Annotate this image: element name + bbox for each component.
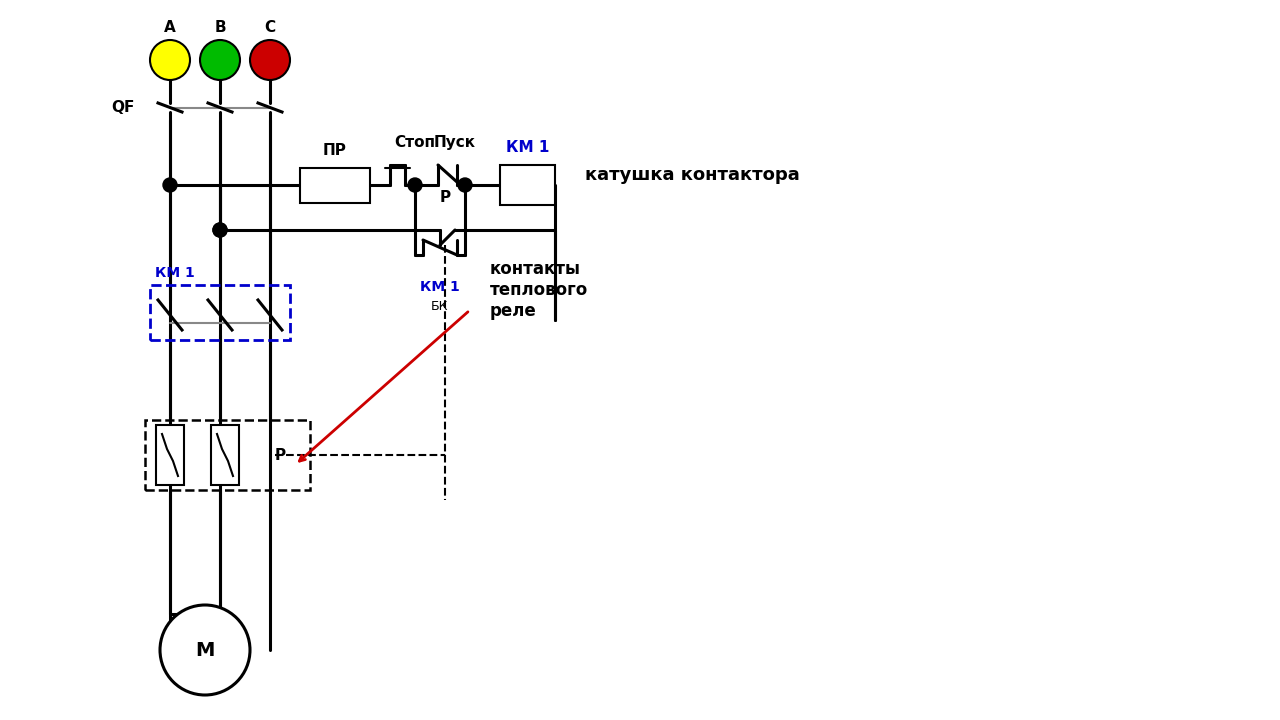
Text: Р: Р (275, 448, 287, 462)
Text: КМ 1: КМ 1 (155, 266, 195, 280)
Circle shape (212, 223, 227, 237)
Text: Р: Р (439, 190, 451, 205)
Circle shape (458, 178, 472, 192)
Text: КМ 1: КМ 1 (420, 280, 460, 294)
Circle shape (160, 605, 250, 695)
Text: контакты
теплового
реле: контакты теплового реле (490, 260, 589, 320)
Text: C: C (265, 20, 275, 35)
Text: QF: QF (111, 100, 134, 115)
Text: B: B (214, 20, 225, 35)
Text: A: A (164, 20, 175, 35)
Circle shape (163, 178, 177, 192)
Text: КМ 1: КМ 1 (506, 140, 549, 155)
Circle shape (212, 223, 227, 237)
Text: Пуск: Пуск (434, 135, 476, 150)
Bar (500, 165, 556, 205)
Bar (211, 425, 239, 485)
Text: БК: БК (431, 300, 449, 313)
Bar (156, 425, 184, 485)
Bar (150, 285, 291, 340)
Text: катушка контактора: катушка контактора (585, 166, 800, 184)
Circle shape (250, 40, 291, 80)
Circle shape (150, 40, 189, 80)
Circle shape (408, 178, 422, 192)
Bar (300, 168, 370, 202)
Bar (145, 420, 310, 490)
Circle shape (200, 40, 241, 80)
Text: ПР: ПР (323, 143, 347, 158)
Text: М: М (196, 641, 215, 660)
Text: Стоп: Стоп (394, 135, 435, 150)
